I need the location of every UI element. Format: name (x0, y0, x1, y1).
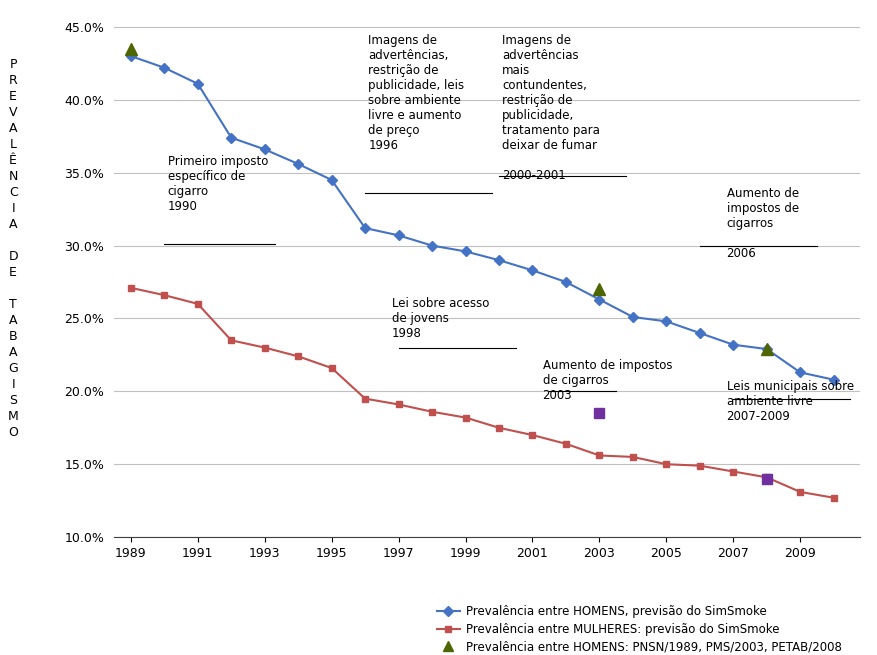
Text: Leis municipais sobre
ambiente livre
2007-2009: Leis municipais sobre ambiente livre 200… (726, 380, 852, 422)
Text: Lei sobre acesso
de jovens
1998: Lei sobre acesso de jovens 1998 (391, 297, 488, 339)
Text: Imagens de
advertências
mais
contundentes,
restrição de
publicidade,
tratamento : Imagens de advertências mais contundente… (502, 34, 600, 182)
Text: Aumento de
impostos de
cigarros

2006: Aumento de impostos de cigarros 2006 (726, 187, 798, 260)
Text: P
R
E
V
A
L
Ê
N
C
I
A

D
E

T
A
B
A
G
I
S
M
O: P R E V A L Ê N C I A D E T A B A G I S … (8, 58, 18, 440)
Legend: Prevalência entre HOMENS, previsão do SimSmoke, Prevalência entre MULHERES: prev: Prevalência entre HOMENS, previsão do Si… (436, 605, 853, 655)
Text: Imagens de
advertências,
restrição de
publicidade, leis
sobre ambiente
livre e a: Imagens de advertências, restrição de pu… (368, 34, 464, 152)
Text: Aumento de impostos
de cigarros
2003: Aumento de impostos de cigarros 2003 (542, 360, 671, 402)
Text: Primeiro imposto
específico de
cigarro
1990: Primeiro imposto específico de cigarro 1… (168, 155, 267, 214)
